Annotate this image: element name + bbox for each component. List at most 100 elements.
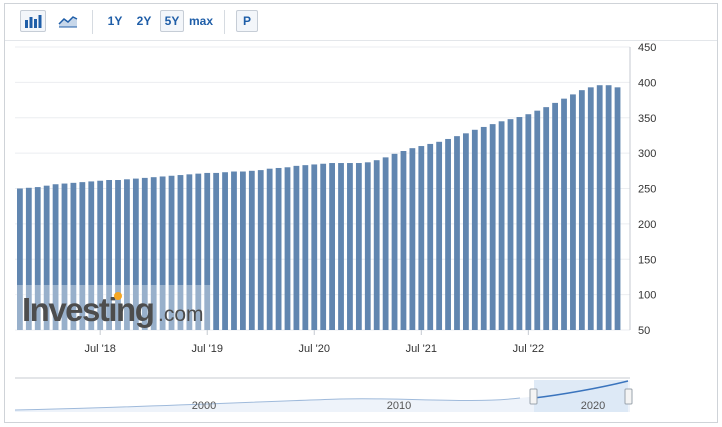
bar[interactable] bbox=[231, 171, 237, 330]
bar[interactable] bbox=[373, 160, 380, 330]
bar-chart-icon[interactable] bbox=[20, 10, 46, 32]
bar[interactable] bbox=[25, 187, 32, 330]
range-2y-button[interactable]: 2Y bbox=[136, 14, 152, 28]
bar[interactable] bbox=[79, 182, 86, 330]
bar[interactable] bbox=[132, 178, 139, 330]
bar[interactable] bbox=[177, 175, 184, 330]
bar[interactable] bbox=[534, 110, 541, 330]
bar[interactable] bbox=[320, 163, 327, 330]
bar[interactable] bbox=[195, 173, 202, 330]
bar[interactable] bbox=[418, 146, 425, 330]
bar[interactable] bbox=[34, 187, 41, 330]
bar[interactable] bbox=[445, 138, 451, 330]
range-max-button[interactable]: max bbox=[188, 14, 214, 28]
bar[interactable] bbox=[213, 172, 220, 330]
bar[interactable] bbox=[525, 114, 532, 331]
y-tick-label: 450 bbox=[638, 42, 656, 54]
navigator-label-2000: 2000 bbox=[192, 400, 216, 412]
bar[interactable] bbox=[364, 162, 371, 330]
bar[interactable] bbox=[106, 180, 112, 330]
bar[interactable] bbox=[284, 167, 291, 330]
x-tick-label: Jul '22 bbox=[513, 343, 544, 355]
bar[interactable] bbox=[52, 184, 59, 330]
p-button[interactable]: P bbox=[236, 10, 258, 32]
bar[interactable] bbox=[124, 179, 130, 330]
bar[interactable] bbox=[507, 119, 514, 330]
y-tick-label: 400 bbox=[638, 77, 656, 89]
bar[interactable] bbox=[382, 157, 389, 330]
navigator[interactable]: 2000 2010 2020 bbox=[14, 377, 633, 412]
bar[interactable] bbox=[454, 136, 460, 330]
bar[interactable] bbox=[88, 181, 95, 330]
range-1y-button[interactable]: 1Y bbox=[107, 14, 123, 28]
bar[interactable] bbox=[463, 133, 469, 330]
area-chart-icon[interactable] bbox=[55, 10, 81, 32]
bar[interactable] bbox=[480, 126, 487, 330]
bar[interactable] bbox=[552, 102, 558, 330]
bar[interactable] bbox=[427, 143, 434, 330]
bar[interactable] bbox=[614, 87, 621, 330]
range-5y-button[interactable]: 5Y bbox=[160, 10, 184, 32]
bar[interactable] bbox=[570, 94, 576, 331]
bar[interactable] bbox=[186, 174, 193, 330]
bar[interactable] bbox=[293, 165, 300, 330]
toolbar-separator bbox=[224, 10, 225, 34]
y-tick-label: 200 bbox=[638, 219, 656, 231]
bar[interactable] bbox=[605, 85, 612, 331]
bar[interactable] bbox=[471, 129, 478, 330]
bar[interactable] bbox=[70, 182, 77, 330]
bar[interactable] bbox=[275, 167, 282, 330]
bar[interactable] bbox=[17, 188, 23, 331]
bar[interactable] bbox=[302, 165, 309, 330]
bar[interactable] bbox=[516, 117, 523, 330]
bar[interactable] bbox=[248, 170, 255, 330]
chart-toolbar: 1Y 2Y 5Y max P bbox=[5, 4, 717, 41]
bar[interactable] bbox=[115, 180, 121, 330]
navigator-label-2020: 2020 bbox=[581, 400, 605, 412]
bar[interactable] bbox=[391, 153, 398, 330]
navigator-line-selected bbox=[533, 380, 629, 399]
bar[interactable] bbox=[222, 172, 228, 330]
bar[interactable] bbox=[329, 163, 335, 330]
bar[interactable] bbox=[240, 171, 246, 330]
x-tick-label: Jul '19 bbox=[191, 343, 222, 355]
bar[interactable] bbox=[43, 185, 50, 330]
toolbar-separator bbox=[92, 10, 93, 34]
y-tick-label: 350 bbox=[638, 113, 656, 125]
navigator-label-2010: 2010 bbox=[387, 400, 411, 412]
bar[interactable] bbox=[409, 148, 416, 330]
bar[interactable] bbox=[150, 177, 157, 330]
bars bbox=[17, 85, 621, 331]
y-tick-label: 50 bbox=[638, 325, 650, 337]
bar[interactable] bbox=[578, 90, 585, 330]
navigator-right-handle[interactable] bbox=[624, 388, 633, 405]
x-tick-label: Jul '20 bbox=[299, 343, 330, 355]
bar[interactable] bbox=[347, 163, 353, 330]
bar[interactable] bbox=[498, 121, 505, 330]
bar[interactable] bbox=[97, 180, 104, 330]
bar[interactable] bbox=[596, 85, 603, 331]
navigator-left-handle[interactable] bbox=[529, 388, 538, 405]
bar[interactable] bbox=[159, 176, 166, 330]
bar[interactable] bbox=[489, 124, 496, 331]
bar[interactable] bbox=[141, 177, 148, 330]
bar[interactable] bbox=[587, 87, 594, 330]
bar[interactable] bbox=[61, 183, 68, 330]
y-tick-label: 150 bbox=[638, 254, 656, 266]
bar[interactable] bbox=[400, 151, 407, 330]
watermark-suffix: .com bbox=[158, 303, 204, 326]
bar[interactable] bbox=[266, 168, 273, 330]
bar[interactable] bbox=[355, 163, 362, 330]
bar[interactable] bbox=[311, 164, 318, 330]
bar[interactable] bbox=[543, 107, 550, 330]
investing-watermark: Investing .com bbox=[15, 285, 213, 330]
bar[interactable] bbox=[168, 175, 175, 330]
bar[interactable] bbox=[561, 98, 567, 331]
bar[interactable] bbox=[436, 141, 443, 330]
bar[interactable] bbox=[204, 172, 211, 330]
bar[interactable] bbox=[338, 163, 344, 330]
bar[interactable] bbox=[257, 170, 264, 330]
x-tick-label: Jul '21 bbox=[406, 343, 437, 355]
x-axis: Jul '18 Jul '19 Jul '20 Jul '21 Jul '22 bbox=[84, 330, 544, 355]
